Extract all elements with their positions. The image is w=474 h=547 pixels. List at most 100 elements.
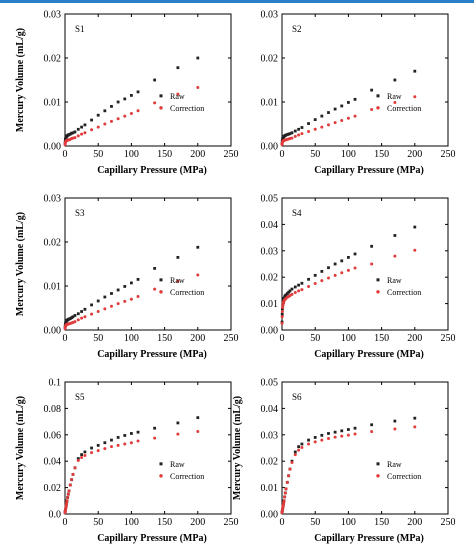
legend-marker-raw [376,94,380,98]
data-point-raw [176,421,180,425]
data-point-correction [287,474,291,478]
data-point-raw [103,441,107,445]
data-point-raw [290,287,294,291]
data-point-correction [293,453,297,457]
data-point-correction [283,491,287,495]
data-point-raw [196,416,200,420]
data-point-correction [333,121,337,125]
x-tick-label: 100 [341,517,356,528]
data-point-correction [153,101,157,105]
legend-label: Raw [170,92,185,101]
data-point-correction [413,425,417,429]
data-point-raw [297,127,300,131]
data-point-raw [327,266,330,270]
data-point-correction [290,292,294,296]
data-point-raw [320,269,324,273]
data-point-raw [327,111,330,114]
data-point-correction [326,276,330,280]
series-correction [280,425,417,515]
data-point-raw [353,426,357,430]
data-point-raw [90,446,93,450]
legend-label: Raw [387,276,402,285]
legend-label: Correction [387,472,421,481]
data-point-raw [176,256,180,259]
data-point-correction [103,307,107,311]
data-point-correction [293,291,297,295]
data-point-raw [300,442,304,446]
x-axis-title: Capillary Pressure (MPa) [314,165,424,176]
data-point-raw [90,303,93,307]
data-point-correction [76,318,80,322]
data-point-correction [307,284,311,288]
x-tick-label: 50 [93,149,103,160]
data-point-correction [283,495,287,499]
legend-marker-raw [376,278,380,282]
x-tick-label: 200 [190,517,205,528]
data-point-correction [109,304,113,308]
data-point-raw [76,312,80,316]
series-correction [280,248,417,325]
legend-label: Correction [170,472,204,481]
data-point-raw [288,289,292,293]
x-tick-label: 150 [157,149,172,160]
data-point-correction [297,448,301,452]
data-point-raw [96,113,100,117]
data-point-raw [313,436,317,439]
data-point-correction [153,287,157,291]
data-point-correction [413,95,417,99]
data-point-correction [96,449,100,453]
y-tick-label: 0.02 [261,54,279,65]
y-tick-label: 0.04 [261,404,279,415]
x-tick-label: 50 [93,517,103,528]
data-point-correction [90,312,94,316]
x-tick-label: 50 [310,517,320,528]
y-tick-label: 0.02 [261,457,279,468]
y-tick-label: 0.03 [261,246,279,257]
series-raw [63,56,200,146]
data-point-correction [83,454,87,458]
data-point-correction [129,441,133,445]
x-axis-title: Capillary Pressure (MPa) [314,533,424,544]
data-point-raw [370,423,374,427]
data-point-raw [307,277,310,281]
data-point-correction [346,268,350,272]
y-tick-label: 0.01 [261,299,279,310]
data-point-raw [293,450,297,454]
legend-marker-raw [159,94,163,98]
data-point-correction [393,254,397,258]
y-tick-label: 0.03 [44,194,62,205]
legend-label: Correction [387,288,421,297]
y-tick-label: 0.02 [44,483,62,494]
data-point-raw [413,225,417,229]
data-point-raw [76,457,80,460]
data-point-correction [300,288,304,292]
x-tick-label: 0 [63,149,68,160]
data-point-correction [71,472,75,476]
y-tick-label: 0.05 [261,378,279,389]
data-point-raw [327,432,330,435]
data-point-correction [288,467,292,471]
data-point-raw [123,97,127,101]
data-point-raw [71,315,75,319]
data-point-correction [300,132,304,136]
data-point-raw [297,283,300,287]
data-point-raw [393,234,397,237]
data-point-raw [196,56,200,60]
y-axis-title: Mercury Volume (mL/g) [15,212,26,316]
series-raw [280,225,417,324]
series-raw [63,245,200,330]
x-tick-label: 200 [190,333,205,344]
data-point-raw [290,131,294,135]
data-point-raw [333,262,337,266]
panel-label: S1 [75,24,85,34]
panel-label: S3 [75,208,85,218]
y-tick-label: 0.03 [44,10,62,21]
data-point-correction [340,434,344,438]
x-tick-label: 0 [63,333,68,344]
panel-label: S6 [292,392,302,402]
data-point-correction [123,114,127,118]
data-point-correction [109,119,113,123]
data-point-correction [116,117,120,121]
legend-label: Correction [387,104,421,113]
data-point-correction [333,273,337,277]
